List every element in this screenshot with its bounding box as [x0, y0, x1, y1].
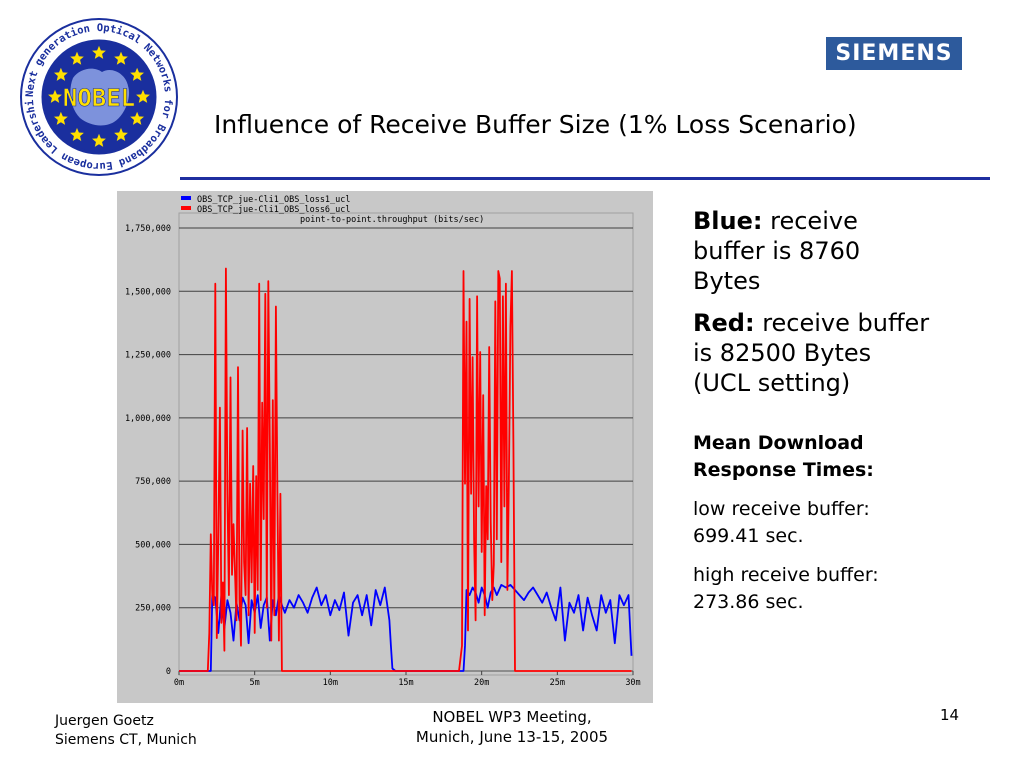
- star-icon: [52, 66, 70, 83]
- series-line-red: [179, 267, 632, 672]
- x-tick-label: 0m: [174, 678, 184, 688]
- legend-swatch-red: [181, 206, 191, 210]
- slide-title: Influence of Receive Buffer Size (1% Los…: [214, 110, 857, 139]
- siemens-logo: SIEMENS: [826, 37, 962, 70]
- author-org: Siemens CT, Munich: [55, 732, 197, 748]
- star-icon: [52, 110, 70, 127]
- star-icon: [46, 88, 64, 105]
- page-number: 14: [940, 706, 960, 724]
- x-tick-label: 5m: [250, 678, 260, 688]
- star-icon: [112, 50, 130, 67]
- nobel-logo: NOBEL Next generation Optical Networks f…: [18, 16, 178, 176]
- x-tick-label: 25m: [550, 678, 565, 688]
- red-note-label: Red:: [693, 309, 755, 337]
- throughput-chart: 0 250,000 500,000 750,000 1,000,000 1,250,000…: [117, 191, 653, 703]
- x-tick-label: 20m: [474, 678, 489, 688]
- title-divider: [180, 177, 990, 180]
- notes-panel: Blue: receive buffer is 8760 Bytes Red: …: [693, 206, 933, 628]
- star-icon: [90, 44, 108, 61]
- high-buffer-result: high receive buffer: 273.86 sec.: [693, 564, 879, 613]
- blue-note: Blue: receive buffer is 8760 Bytes: [693, 206, 933, 296]
- blue-note-text: receive buffer is 8760 Bytes: [693, 207, 861, 295]
- star-icon: [134, 88, 152, 105]
- star-icon: [128, 110, 146, 127]
- meeting-line-1: NOBEL WP3 Meeting,: [432, 708, 592, 726]
- x-tick-label: 10m: [323, 678, 338, 688]
- y-tick-label: 1,000,000: [125, 414, 171, 424]
- blue-note-label: Blue:: [693, 207, 763, 235]
- red-note-text: receive buffer is 82500 Bytes (UCL setti…: [693, 309, 930, 397]
- star-icon: [90, 132, 108, 149]
- y-tick-label: 1,500,000: [125, 287, 171, 297]
- nobel-logo-text: NOBEL: [63, 84, 135, 112]
- y-tick-label: 250,000: [135, 604, 171, 614]
- y-tick-label: 0: [166, 667, 171, 677]
- mean-response-title: Mean Download Response Times:: [693, 432, 874, 481]
- y-tick-label: 500,000: [135, 540, 171, 550]
- red-note: Red: receive buffer is 82500 Bytes (UCL …: [693, 308, 933, 398]
- author-name: Juergen Goetz: [55, 713, 154, 729]
- x-tick-label: 30m: [625, 678, 640, 688]
- footer-meeting: NOBEL WP3 Meeting, Munich, June 13-15, 2…: [382, 707, 642, 747]
- star-icon: [112, 126, 130, 143]
- x-tick-label: 15m: [398, 678, 413, 688]
- legend-entry-red: OBS_TCP_jue-Cli1_OBS_loss6_ucl: [197, 205, 351, 215]
- legend-swatch-blue: [181, 196, 191, 200]
- y-tick-label: 750,000: [135, 477, 171, 487]
- low-buffer-result: low receive buffer: 699.41 sec.: [693, 498, 870, 547]
- chart-title: point-to-point.throughput (bits/sec): [300, 215, 484, 225]
- footer-author: Juergen Goetz Siemens CT, Munich: [55, 712, 197, 750]
- star-icon: [68, 126, 86, 143]
- y-tick-label: 1,750,000: [125, 224, 171, 234]
- star-icon: [68, 50, 86, 67]
- meeting-line-2: Munich, June 13-15, 2005: [415, 728, 609, 746]
- star-icon: [128, 66, 146, 83]
- y-tick-label: 1,250,000: [125, 351, 171, 361]
- legend-entry-blue: OBS_TCP_jue-Cli1_OBS_loss1_ucl: [197, 195, 351, 205]
